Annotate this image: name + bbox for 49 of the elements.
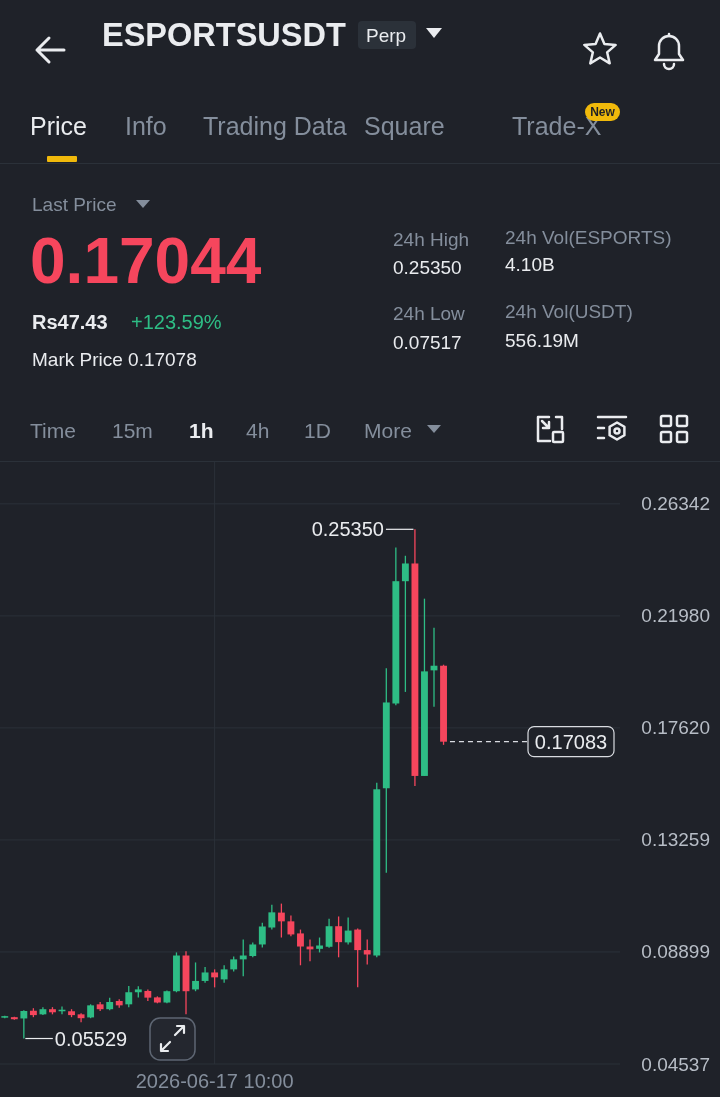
- candlestick: [401, 555, 409, 693]
- text: Price: [30, 112, 87, 140]
- candlestick: [325, 918, 333, 949]
- text: 556.19M: [505, 330, 579, 351]
- annotation: 0.05529: [54, 1027, 128, 1050]
- candlestick: [192, 961, 199, 992]
- text: 15m: [112, 419, 153, 442]
- text: 1h: [189, 419, 214, 442]
- candlestick: [354, 927, 362, 989]
- text: Info: [125, 112, 167, 140]
- text: 24h Low: [393, 303, 466, 324]
- text: ESPORTSUSDT: [102, 17, 346, 53]
- candlestick: [258, 921, 266, 949]
- text: Mark Price 0.17078: [32, 349, 197, 370]
- text: Last Price: [32, 194, 117, 215]
- text: Rs47.43: [32, 311, 108, 333]
- text: Square: [364, 112, 445, 140]
- text: 4h: [246, 419, 270, 442]
- candlestick: [268, 903, 276, 931]
- ref-line-label: 0.17083: [534, 730, 608, 753]
- candlestick: [20, 1009, 28, 1040]
- text: Perp: [366, 25, 407, 46]
- text: 0.25350: [393, 257, 462, 278]
- candlestick: [363, 938, 371, 966]
- candlestick: [125, 985, 133, 1008]
- text: Time: [30, 419, 76, 442]
- y-tick-label: 0.17620: [641, 717, 710, 739]
- text: 24h Vol(ESPORTS): [505, 227, 672, 248]
- text: 4.10B: [505, 254, 555, 275]
- y-tick-label: 0.13259: [641, 829, 710, 851]
- y-tick-label: 0.04537: [641, 1053, 710, 1075]
- candlestick: [277, 902, 285, 939]
- text: More: [364, 419, 412, 442]
- candlestick: [344, 916, 352, 946]
- candlestick: [287, 914, 295, 937]
- y-tick-label: 0.26342: [641, 493, 710, 515]
- text: 24h High: [393, 229, 470, 250]
- text: 0.07517: [393, 332, 462, 353]
- y-tick-label: 0.08899: [641, 941, 710, 963]
- text: 0.17044: [30, 225, 262, 297]
- text: 24h Vol(USDT): [505, 301, 633, 322]
- candlestick: [297, 928, 304, 966]
- candlestick: [335, 915, 343, 958]
- y-tick-label: 0.21980: [641, 605, 710, 627]
- text: Trading Data: [203, 112, 347, 140]
- text: 1D: [304, 419, 331, 442]
- annotation: 0.25350: [311, 518, 384, 541]
- text: +123.59%: [131, 311, 222, 333]
- x-tick-label: 2026-06-17 10:00: [135, 1070, 294, 1092]
